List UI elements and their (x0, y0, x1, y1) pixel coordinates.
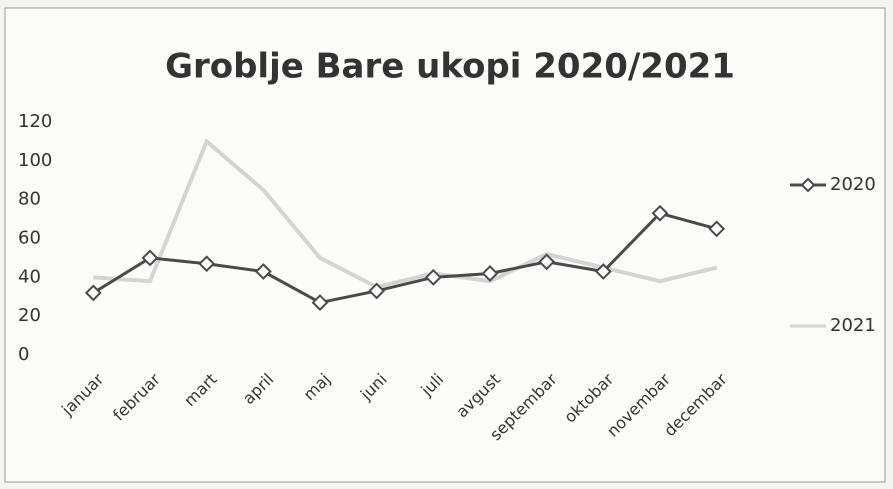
point-marker (311, 294, 329, 311)
point-marker (708, 220, 726, 238)
point-marker (254, 263, 272, 280)
y-tick-label: 40 (18, 266, 41, 287)
point-marker (594, 263, 612, 280)
y-tick-label: 20 (18, 305, 41, 326)
point-marker (368, 282, 386, 300)
y-tick-label: 100 (18, 150, 52, 171)
point-marker (198, 255, 216, 273)
series-line (93, 138, 718, 290)
point-marker (84, 284, 102, 302)
legend-label: 2021 (830, 315, 876, 336)
chart-frame (4, 7, 886, 483)
point-marker (424, 268, 442, 286)
legend-label: 2020 (830, 174, 876, 195)
series-line (92, 211, 718, 305)
legend-marker (800, 177, 816, 193)
y-tick-label: 80 (18, 189, 41, 210)
point-marker (651, 204, 669, 222)
point-marker (141, 249, 159, 267)
chart-title: Groblje Bare ukopi 2020/2021 (165, 47, 735, 87)
y-tick-label: 120 (18, 111, 52, 132)
y-tick-label: 60 (18, 228, 41, 249)
y-tick-label: 0 (18, 344, 29, 365)
point-marker (538, 253, 556, 271)
point-marker (481, 265, 499, 282)
